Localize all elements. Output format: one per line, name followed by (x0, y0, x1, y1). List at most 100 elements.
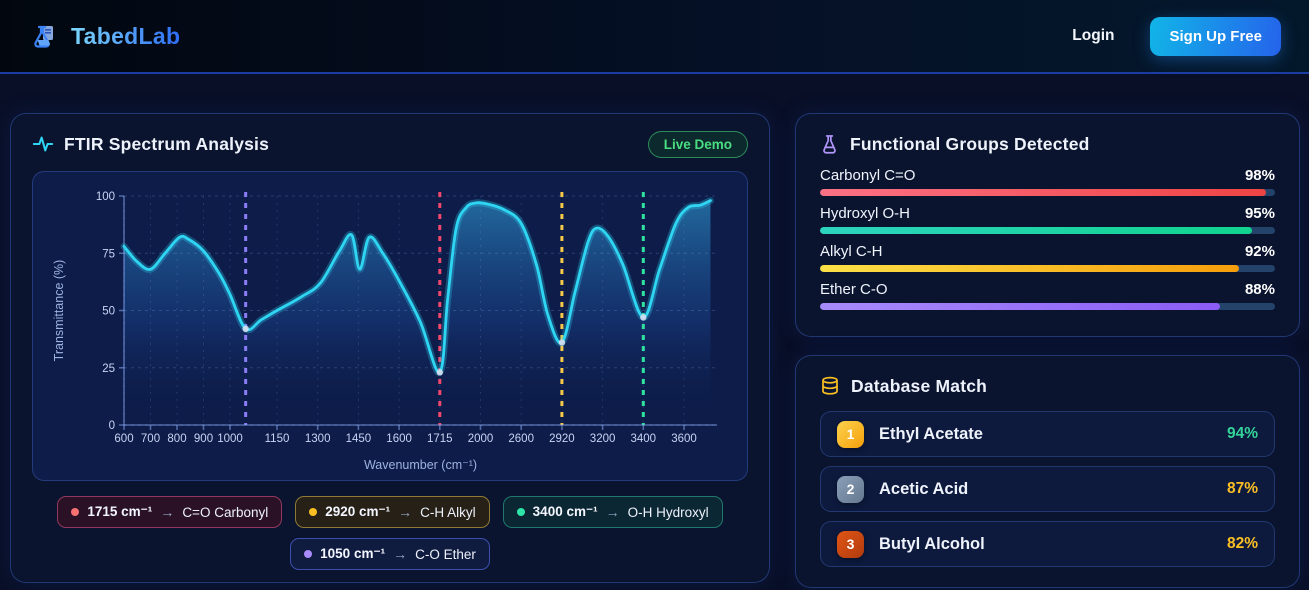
spectrum-chart-panel: 600 700 800 900 1000 1150 1300 1450 1600 1715 2000… (32, 171, 748, 481)
chart-gridlines (123, 195, 717, 426)
spectrum-card-header: FTIR Spectrum Analysis Live Demo (32, 129, 748, 159)
pulse-icon (32, 133, 54, 155)
brand-name: TabedLab (71, 22, 181, 49)
progress-track (820, 303, 1275, 310)
peak-point-1715 (436, 369, 443, 376)
svg-text:50: 50 (102, 306, 115, 318)
functional-group-head: Alkyl C-H 92% (820, 243, 1275, 260)
ftir-chart: 600 700 800 900 1000 1150 1300 1450 1600 1715 2000… (33, 172, 747, 478)
legend-chip: 2920 cm⁻¹ → C-H Alkyl (295, 496, 490, 528)
svg-text:700: 700 (141, 433, 160, 445)
legend-wavenumber: 2920 cm⁻¹ (325, 504, 391, 519)
progress-fill (820, 265, 1239, 272)
functional-group-row: Alkyl C-H 92% (820, 243, 1275, 272)
flask-icon (820, 134, 839, 155)
database-match-row[interactable]: 1 Ethyl Acetate 94% (820, 411, 1275, 457)
legend-group-label: C=O Carbonyl (182, 504, 269, 520)
progress-fill (820, 227, 1253, 234)
group-label: Carbonyl C=O (820, 167, 916, 184)
y-axis-title: Transmittance (%) (52, 260, 66, 362)
svg-text:900: 900 (194, 433, 213, 445)
database-match-row[interactable]: 3 Butyl Alcohol 82% (820, 521, 1275, 567)
legend-chip: 3400 cm⁻¹ → O-H Hydroxyl (502, 496, 723, 528)
database-match-row[interactable]: 2 Acetic Acid 87% (820, 466, 1275, 512)
chart-axes (119, 195, 717, 430)
svg-text:3200: 3200 (590, 433, 616, 445)
spectrum-title: FTIR Spectrum Analysis (64, 133, 270, 154)
group-percent: 88% (1244, 281, 1275, 298)
functional-group-head: Hydroxyl O-H 95% (820, 205, 1275, 222)
signup-button[interactable]: Sign Up Free (1150, 16, 1281, 56)
spectrum-area-fill (124, 200, 711, 425)
progress-track (820, 189, 1275, 196)
svg-text:0: 0 (109, 420, 115, 432)
arrow-icon: → (398, 504, 413, 520)
svg-text:25: 25 (102, 363, 115, 375)
svg-text:1450: 1450 (346, 433, 372, 445)
main-content: FTIR Spectrum Analysis Live Demo 600 700 8… (0, 74, 1309, 588)
live-demo-badge: Live Demo (647, 130, 748, 158)
right-column: Functional Groups Detected Carbonyl C=O … (795, 113, 1300, 588)
brand-logo[interactable]: TabedLab (28, 21, 180, 51)
functional-groups-title: Functional Groups Detected (850, 133, 1090, 154)
svg-text:800: 800 (167, 433, 186, 445)
group-percent: 92% (1244, 243, 1275, 260)
legend-dot-icon (516, 508, 525, 516)
functional-group-row: Carbonyl C=O 98% (820, 167, 1275, 196)
database-icon (820, 376, 840, 396)
rank-badge: 1 (837, 420, 864, 448)
x-axis-title: Wavenumber (cm⁻¹) (364, 458, 477, 472)
legend-dot-icon (304, 550, 313, 558)
flask-logo-icon (28, 21, 58, 51)
functional-groups-list: Carbonyl C=O 98% Hydroxyl O-H 95% Alkyl … (820, 167, 1275, 310)
legend-wavenumber: 3400 cm⁻¹ (532, 504, 598, 519)
compound-name: Butyl Alcohol (879, 534, 985, 553)
peak-point-3400 (640, 314, 647, 321)
match-percent: 87% (1226, 480, 1258, 497)
peak-point-2920 (558, 339, 566, 346)
svg-text:3600: 3600 (671, 433, 697, 445)
functional-groups-card: Functional Groups Detected Carbonyl C=O … (795, 113, 1300, 337)
rank-badge: 2 (837, 475, 864, 503)
progress-track (820, 227, 1275, 234)
functional-group-row: Hydroxyl O-H 95% (820, 205, 1275, 234)
svg-text:2600: 2600 (508, 433, 534, 445)
arrow-icon: → (605, 504, 620, 520)
group-percent: 98% (1244, 167, 1275, 184)
arrow-icon: → (393, 546, 408, 562)
peak-point-1050 (242, 325, 249, 333)
ftir-spectrum-card: FTIR Spectrum Analysis Live Demo 600 700 8… (10, 113, 770, 583)
group-label: Hydroxyl O-H (820, 205, 911, 222)
axis-tick-labels: 600 700 800 900 1000 1150 1300 1450 1600 1715 2000… (96, 191, 697, 445)
functional-group-head: Carbonyl C=O 98% (820, 167, 1275, 184)
group-label: Alkyl C-H (820, 243, 883, 260)
group-percent: 95% (1244, 205, 1275, 222)
svg-text:1600: 1600 (386, 433, 412, 445)
progress-track (820, 265, 1275, 272)
database-match-title: Database Match (851, 375, 988, 396)
legend-chip: 1715 cm⁻¹ → C=O Carbonyl (57, 496, 283, 528)
database-match-card: Database Match 1 Ethyl Acetate 94% 2 Ace… (795, 355, 1300, 588)
functional-group-row: Ether C-O 88% (820, 281, 1275, 310)
svg-text:2000: 2000 (468, 433, 494, 445)
ftir-spectrum-svg: 600 700 800 900 1000 1150 1300 1450 1600 1715 2000… (52, 191, 717, 472)
svg-text:600: 600 (114, 433, 133, 445)
legend-group-label: C-H Alkyl (420, 504, 476, 520)
functional-group-head: Ether C-O 88% (820, 281, 1275, 298)
legend-dot-icon (309, 508, 318, 516)
legend-group-label: O-H Hydroxyl (627, 504, 709, 520)
chart-legend: 1715 cm⁻¹ → C=O Carbonyl 2920 cm⁻¹ → C-H… (56, 496, 724, 570)
svg-text:75: 75 (102, 248, 115, 260)
svg-text:2920: 2920 (549, 433, 575, 445)
legend-chip: 1050 cm⁻¹ → C-O Ether (290, 538, 490, 570)
login-button[interactable]: Login (1072, 27, 1115, 44)
svg-text:100: 100 (96, 191, 115, 203)
legend-wavenumber: 1715 cm⁻¹ (87, 504, 153, 519)
app-header: TabedLab Login Sign Up Free (0, 0, 1309, 74)
svg-text:3400: 3400 (631, 433, 657, 445)
database-match-list: 1 Ethyl Acetate 94% 2 Acetic Acid 87% 3 … (820, 411, 1275, 567)
svg-text:1000: 1000 (217, 433, 243, 445)
compound-name: Ethyl Acetate (879, 424, 983, 443)
progress-fill (820, 303, 1221, 310)
legend-group-label: C-O Ether (415, 546, 476, 562)
